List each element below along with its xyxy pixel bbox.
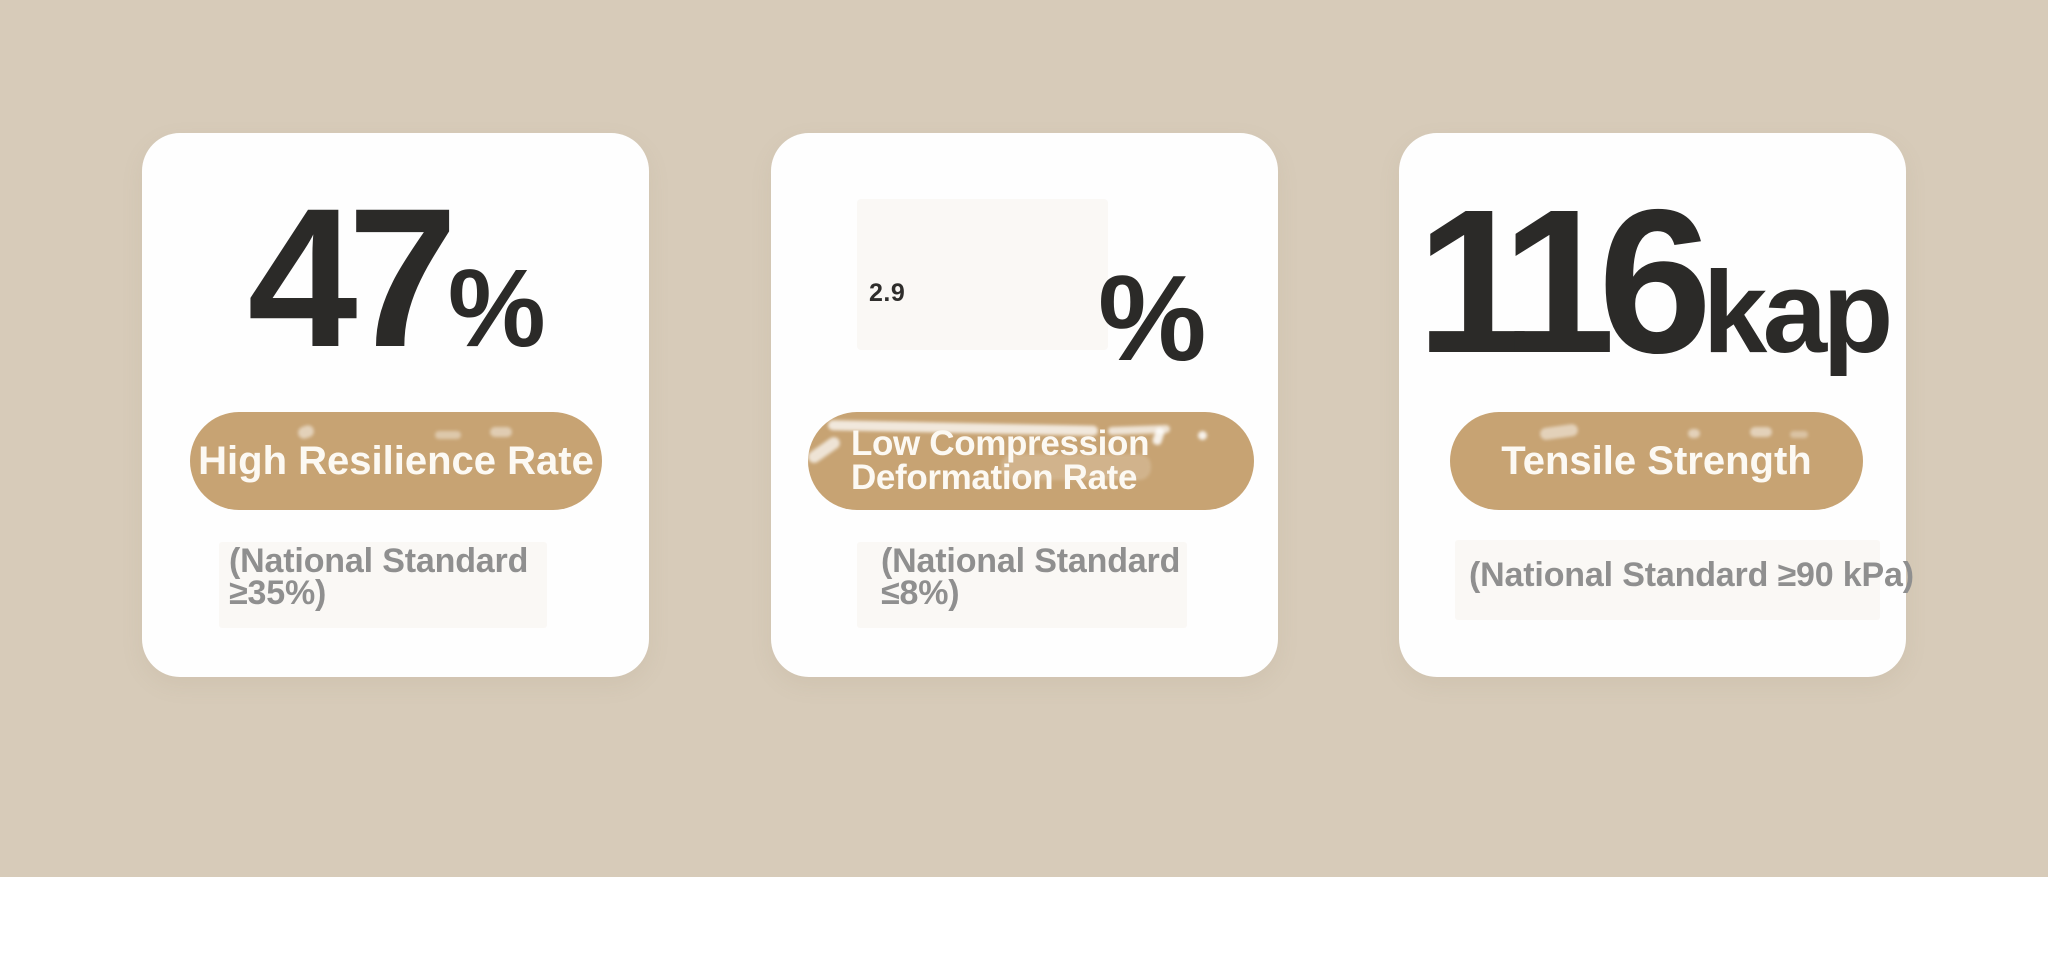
spec-label: Tensile Strength bbox=[1501, 438, 1812, 483]
national-standard-note: (National Standard ≥90 kPa) bbox=[1469, 558, 1914, 592]
spec-label: High Resilience Rate bbox=[198, 438, 594, 483]
note-line: (National Standard ≥90 kPa) bbox=[1469, 556, 1914, 594]
note-line: (National Standard bbox=[229, 542, 529, 580]
spec-value: 47 bbox=[247, 167, 457, 388]
note-line: (National Standard bbox=[881, 542, 1181, 580]
overlay-ghost-rect bbox=[857, 199, 1108, 350]
spec-unit: % bbox=[447, 247, 546, 370]
national-standard-note: (National Standard ≥35%) bbox=[229, 542, 529, 612]
spec-card-tensile-strength: 116 kap Tensile Strength (National Standa… bbox=[1399, 133, 1914, 677]
overlay-smudge bbox=[490, 427, 512, 437]
footer-white-strip bbox=[0, 877, 2048, 961]
spec-value-row: 116 kap bbox=[1399, 179, 1906, 384]
note-highlight-rect bbox=[857, 542, 1187, 628]
overlay-smudge bbox=[1790, 431, 1808, 438]
spec-label-pill: High Resilience Rate bbox=[190, 412, 602, 510]
note-line: ≥35%) bbox=[229, 574, 327, 612]
note-highlight-rect bbox=[1455, 540, 1880, 620]
overlay-smudge bbox=[1001, 454, 1151, 480]
spec-label: Low Compression Deformation Rate bbox=[851, 424, 1150, 497]
national-standard-note: (National Standard ≤8%) bbox=[881, 542, 1181, 612]
overlay-smudge bbox=[805, 434, 843, 466]
overlay-smudge bbox=[1198, 431, 1207, 440]
overlay-smudge bbox=[1750, 427, 1772, 437]
spec-unit: % bbox=[1098, 250, 1207, 386]
spec-card-high-resilience: 47% High Resilience Rate (National Stand… bbox=[142, 133, 649, 677]
note-highlight-rect bbox=[219, 542, 547, 628]
spec-label-pill: Tensile Strength bbox=[1450, 412, 1863, 510]
spec-card-low-compression: 2.9 % Low Compression Deformation Rate (… bbox=[771, 133, 1278, 677]
overlay-smudge bbox=[1688, 429, 1700, 438]
spec-value: 2.9 bbox=[869, 279, 906, 307]
note-line: ≤8%) bbox=[881, 574, 960, 612]
spec-unit: kap bbox=[1702, 247, 1894, 377]
spec-label-line: Low Compression bbox=[851, 424, 1150, 463]
spec-value-row: 47% bbox=[142, 179, 649, 377]
overlay-smudge bbox=[435, 431, 461, 439]
spec-value: 116 bbox=[1416, 167, 1712, 396]
spec-label-line: Deformation Rate bbox=[851, 458, 1138, 497]
spec-label-pill: Low Compression Deformation Rate bbox=[805, 412, 1254, 510]
